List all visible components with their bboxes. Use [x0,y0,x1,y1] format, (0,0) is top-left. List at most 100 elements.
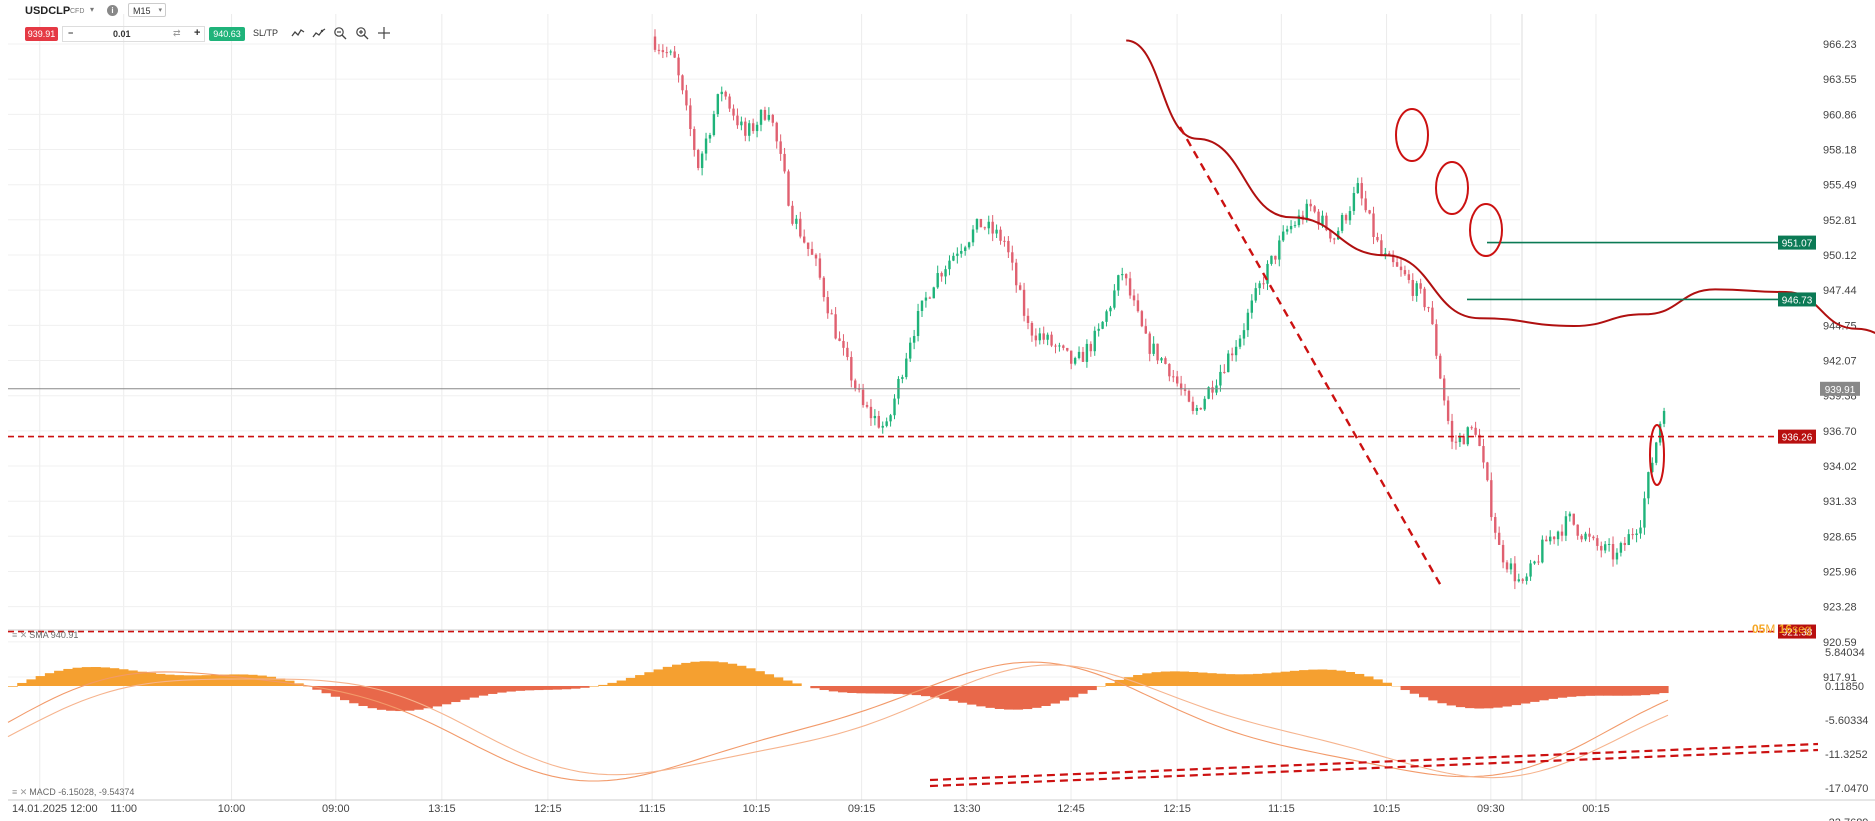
macd-histogram-bar [137,671,147,686]
candle-body [979,218,983,228]
sell-button[interactable]: 939.91 [25,27,58,41]
candle-body [1211,387,1214,393]
macd-histogram-bar [441,685,452,705]
info-icon[interactable]: i [107,5,118,16]
candle-body [999,229,1002,241]
candle-body [1533,561,1536,564]
macd-histogram-bar [1170,671,1180,686]
macd-histogram-bar [1280,671,1291,686]
candle-body [1388,253,1391,255]
candle-body [834,314,837,339]
volume-input[interactable]: 0.01 [113,29,131,39]
candle-body [814,254,818,259]
macd-histogram-bar [1133,674,1143,686]
volume-stepper[interactable]: − 0.01 ⇄ + [62,26,205,42]
macd-histogram-bar [1446,685,1457,706]
macd-histogram-bar [1465,685,1475,709]
price-level-tag [1778,292,1816,307]
candle-body [1085,343,1089,362]
candle-body [944,269,947,277]
decrease-volume-button[interactable]: − [68,28,74,38]
candle-body [803,236,806,243]
candle-body [1172,376,1175,378]
macd-histogram-bar [1179,671,1190,686]
macd-histogram-bar [1160,671,1171,686]
candle-body [1541,539,1544,563]
macd-histogram-bar [930,685,941,698]
candle-body [881,425,884,428]
candle-body [689,105,692,129]
candle-body [1588,533,1591,537]
macd-histogram-bar [127,670,138,686]
highlight-ellipse [1649,424,1665,486]
price-level-label: 921.38 [1782,628,1813,639]
area-chart-icon[interactable] [311,26,327,42]
candle-body [928,297,932,299]
candle-body [1572,513,1575,525]
candlestick-series [653,29,1666,590]
candle-body [1560,531,1564,536]
candle-body [1238,338,1242,347]
candle-body [669,51,672,53]
zoom-in-icon[interactable] [354,26,370,42]
candle-body [653,36,657,50]
macd-histogram-bar [386,685,396,711]
macd-histogram-bar [81,667,92,686]
candle-body [1258,283,1261,289]
buy-button[interactable]: 940.63 [209,27,245,41]
macd-indicator-label[interactable]: ≡ ✕ MACD -6.15028, -9.54374 [12,787,135,797]
candle-body [1317,211,1320,225]
crosshair-icon[interactable] [376,26,392,42]
sltp-button[interactable]: SL/TP [253,28,279,38]
increase-volume-button[interactable]: + [194,27,201,39]
macd-histogram-bar [616,680,627,686]
candle-body [1651,462,1654,473]
macd-histogram-bar [35,676,46,686]
macd-histogram-bar [1050,685,1060,704]
candle-body [744,121,747,136]
time-tick-label: 12:45 [1057,803,1085,815]
candle-body [1136,300,1140,312]
candle-body [1478,434,1481,447]
candle-body [779,141,782,154]
candle-body [1513,563,1517,582]
line-chart-icon[interactable] [290,26,306,42]
candle-body [1199,407,1202,410]
macd-histogram-bar [1123,677,1134,686]
menu-icon[interactable]: ≡ ✕ [12,787,28,797]
candle-body [771,115,774,123]
highlight-ellipse [1435,161,1469,215]
candle-body [1282,231,1285,241]
candle-body [1121,274,1124,276]
macd-histogram-bar [1299,670,1309,686]
symbol-name[interactable]: USDCLP [25,5,71,17]
macd-histogram-bar [985,685,996,708]
macd-histogram-bar [1013,685,1024,710]
macd-histogram-bar [118,669,129,686]
macd-histogram-bar [423,685,433,709]
zoom-out-icon[interactable] [332,26,348,42]
candle-body [1034,335,1038,341]
menu-icon[interactable]: ≡ ✕ [12,630,28,640]
price-tick-label: 931.33 [1823,496,1857,508]
macd-histogram-bar [1059,685,1070,701]
macd-histogram-bar [911,685,922,696]
timeframe-select[interactable]: M15 ▾ [128,3,166,17]
candle-body [1607,544,1611,546]
macd-histogram-bar [321,685,332,694]
time-tick-label: 10:00 [218,803,246,815]
candle-body [850,357,853,381]
candle-body [1234,346,1238,356]
candle-body [677,57,680,76]
candle-body [1026,315,1030,323]
current-price-tag [1820,381,1860,396]
candle-body [1187,390,1191,402]
chevron-down-icon[interactable]: ▾ [90,5,95,14]
swap-icon[interactable]: ⇄ [173,28,181,38]
macd-histogram-bar [856,685,867,694]
macd-histogram-bar [1603,685,1614,696]
candle-body [720,91,723,95]
time-tick-label: 10:15 [1373,803,1401,815]
sma-indicator-label[interactable]: ≡ ✕ SMA 940.91 [12,630,79,640]
